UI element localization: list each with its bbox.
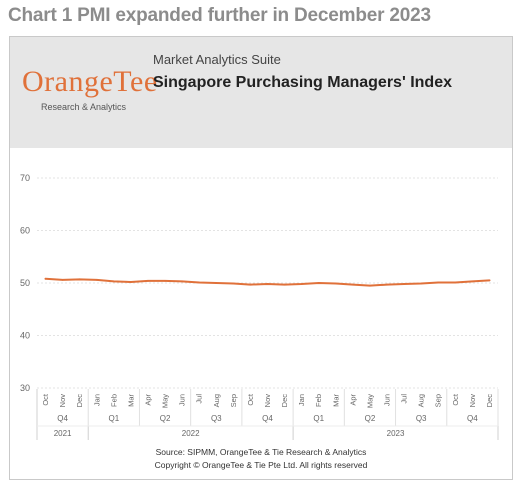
logo-subtitle: Research & Analytics xyxy=(41,102,127,112)
data-point xyxy=(317,282,320,284)
x-tick-label: May xyxy=(365,394,374,408)
quarter-label: Q3 xyxy=(416,414,427,423)
chart-title: Singapore Purchasing Managers' Index xyxy=(153,74,452,91)
x-tick-label: Jun xyxy=(383,394,392,406)
quarter-label: Q4 xyxy=(262,414,273,423)
x-tick-label: Apr xyxy=(348,393,357,405)
quarter-label: Q1 xyxy=(108,414,119,423)
quarter-label: Q2 xyxy=(365,414,376,423)
data-point xyxy=(61,278,64,281)
logo: OrangeTee xyxy=(22,65,158,98)
x-tick-label: Dec xyxy=(485,394,494,408)
y-tick-label: 30 xyxy=(20,383,30,393)
chart-frame: OrangeTee Research & Analytics Market An… xyxy=(9,36,513,480)
quarter-label: Q4 xyxy=(467,414,478,423)
x-tick-label: Sep xyxy=(434,394,443,407)
x-tick-label: May xyxy=(161,394,170,408)
quarter-label: Q2 xyxy=(160,414,171,423)
x-tick-label: Jul xyxy=(195,394,204,404)
x-tick-label: Oct xyxy=(41,393,50,406)
data-point xyxy=(437,281,440,284)
data-point xyxy=(471,280,474,283)
data-point xyxy=(198,281,201,284)
data-point xyxy=(249,283,252,286)
data-point xyxy=(130,281,132,283)
data-point xyxy=(215,282,218,284)
x-tick-label: Jul xyxy=(400,394,409,404)
x-tick-label: Dec xyxy=(280,394,289,408)
data-point xyxy=(488,279,491,282)
year-label: 2021 xyxy=(54,429,72,438)
data-point xyxy=(351,283,354,286)
data-point xyxy=(95,278,98,281)
chart-header: OrangeTee Research & Analytics Market An… xyxy=(10,37,512,148)
data-point xyxy=(403,283,405,285)
data-point xyxy=(266,283,269,285)
y-tick-label: 50 xyxy=(20,278,30,288)
data-point xyxy=(369,284,371,287)
x-tick-label: Apr xyxy=(143,393,152,405)
x-tick-label: Dec xyxy=(75,394,84,408)
x-tick-label: Mar xyxy=(126,394,135,407)
x-tick-label: Oct xyxy=(246,393,255,406)
page-title: Chart 1 PMI expanded further in December… xyxy=(8,5,431,26)
y-tick-label: 70 xyxy=(20,173,30,183)
year-label: 2022 xyxy=(182,429,200,438)
data-point xyxy=(147,280,149,282)
data-point xyxy=(44,277,47,280)
quarter-label: Q4 xyxy=(57,414,68,423)
x-tick-label: Aug xyxy=(417,394,426,407)
data-point xyxy=(386,283,388,286)
y-tick-label: 60 xyxy=(20,226,30,236)
data-point xyxy=(334,282,337,285)
source-note: Source: SIPMM, OrangeTee & Tie Research … xyxy=(155,447,367,457)
x-tick-label: Nov xyxy=(263,394,272,408)
quarter-label: Q1 xyxy=(313,414,324,423)
x-tick-label: Jun xyxy=(178,394,187,406)
x-tick-label: Nov xyxy=(468,394,477,408)
data-point xyxy=(283,283,286,286)
data-point xyxy=(420,282,423,285)
x-tick-label: Oct xyxy=(451,393,460,406)
y-tick-label: 40 xyxy=(20,331,30,341)
data-point xyxy=(300,283,303,285)
x-tick-label: Jan xyxy=(297,394,306,406)
data-point xyxy=(164,280,166,282)
x-tick-label: Feb xyxy=(314,394,323,407)
copyright-note: Copyright © OrangeTee & Tie Pte Ltd. All… xyxy=(154,460,368,470)
x-tick-label: Feb xyxy=(109,394,118,407)
year-label: 2023 xyxy=(387,429,405,438)
x-tick-label: Nov xyxy=(58,394,67,408)
data-point xyxy=(232,282,235,285)
x-tick-label: Jan xyxy=(92,394,101,406)
x-tick-label: Aug xyxy=(212,394,221,407)
data-point xyxy=(181,280,184,283)
x-tick-label: Sep xyxy=(229,394,238,407)
pmi-line-chart: 30 40 50 60 70 Oct Nov Dec Jan Feb Mar Apr May Jun Jul… xyxy=(20,173,499,440)
x-tick-label: Mar xyxy=(331,394,340,407)
suite-name: Market Analytics Suite xyxy=(153,52,281,67)
data-point xyxy=(78,278,81,281)
data-point xyxy=(112,280,115,283)
quarter-label: Q3 xyxy=(211,414,222,423)
data-point xyxy=(454,281,457,284)
